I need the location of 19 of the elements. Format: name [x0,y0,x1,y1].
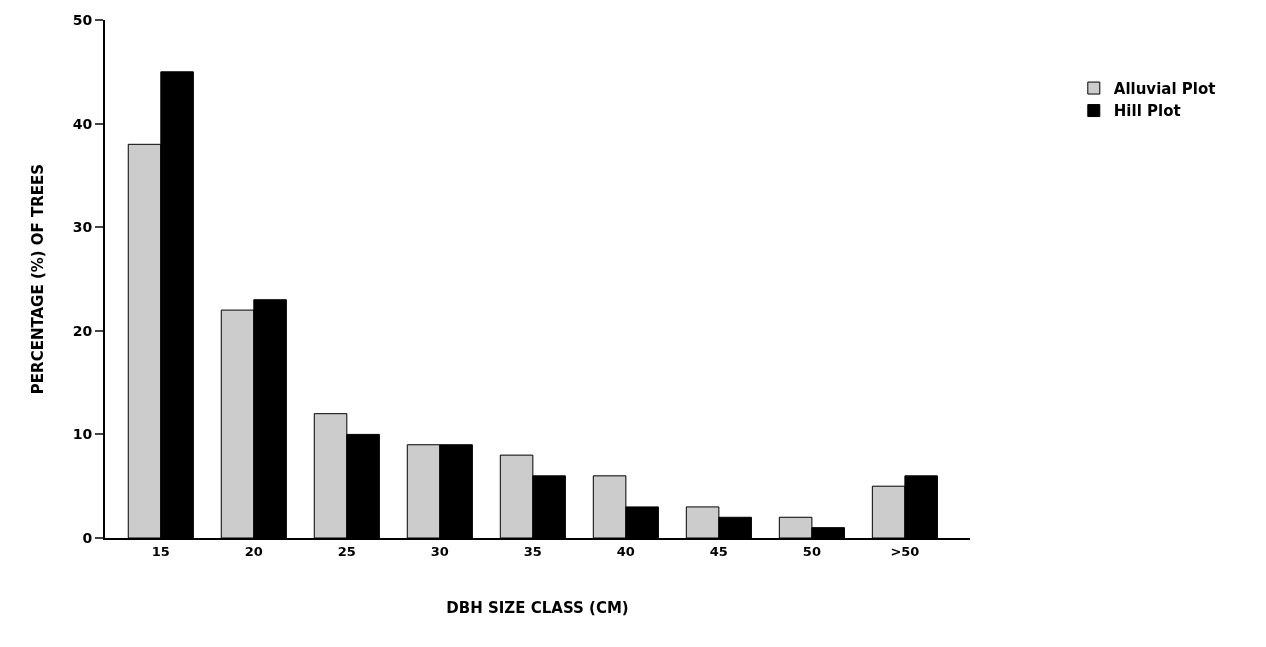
x-tick-label: 20 [244,543,263,559]
x-tick-label: 25 [337,543,356,559]
x-tick-label: 35 [523,543,542,559]
y-tick-label: 40 [72,115,93,132]
x-tick-label: 50 [802,543,821,559]
y-tick-label: 0 [82,529,93,546]
legend-label: Alluvial Plot [1113,79,1216,98]
x-tick-label: 30 [430,543,449,559]
legend-label: Hill Plot [1113,102,1181,121]
x-tick-label: >50 [890,543,920,559]
x-tick-label: 45 [709,543,728,559]
x-tick-label: 40 [616,543,635,559]
x-axis-title: DBH SIZE CLASS (CM) [446,599,629,618]
y-tick-label: 50 [72,11,93,28]
y-axis-title: PERCENTAGE (%) OF TREES [29,163,48,395]
x-tick-label: 15 [151,543,170,559]
y-tick-label: 10 [72,426,93,443]
y-tick-label: 30 [72,219,93,236]
y-tick-label: 20 [72,322,93,339]
